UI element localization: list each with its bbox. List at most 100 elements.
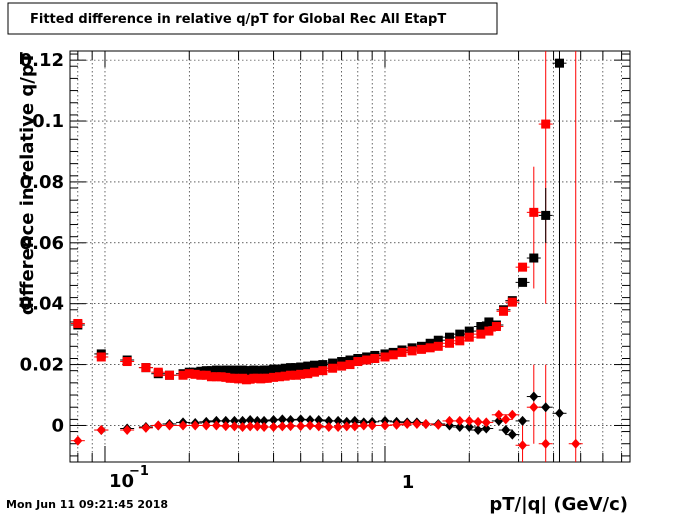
square-marker [425, 343, 435, 353]
square-marker [269, 372, 279, 382]
diamond-marker [324, 421, 334, 432]
square-marker [303, 361, 313, 371]
square-marker [303, 369, 313, 379]
diamond-marker [141, 422, 151, 433]
diamond-marker [445, 415, 455, 426]
square-marker [318, 366, 328, 376]
diamond-marker [333, 415, 343, 426]
y-tick-label: 0.02 [20, 355, 64, 376]
square-marker [388, 350, 398, 360]
square-marker [296, 362, 306, 372]
y-tick-labels: 0 0.02 0.04 0.06 0.08 0.1 0.12 [20, 50, 64, 436]
square-marker [476, 329, 486, 339]
diamond-marker [314, 421, 324, 432]
square-marker [345, 360, 355, 370]
diamond-marker [269, 421, 279, 432]
diamond-marker [494, 409, 504, 420]
diamond-marker [481, 423, 491, 434]
x-tick-label-exp: −1 [129, 464, 149, 479]
square-marker [190, 369, 200, 379]
square-marker [309, 367, 319, 377]
square-marker [201, 370, 211, 380]
diamond-marker [529, 402, 539, 413]
square-marker [216, 366, 226, 376]
diamond-marker [350, 415, 360, 426]
diamond-marker [122, 425, 132, 436]
diamond-marker [342, 421, 352, 432]
y-axis-label: difference in relative q/pT [17, 51, 38, 315]
diamond-marker [245, 414, 255, 425]
diamond-marker [314, 414, 324, 425]
square-marker [433, 341, 443, 351]
diamond-marker [473, 416, 483, 427]
diamond-marker [507, 429, 517, 440]
diamond-marker [221, 421, 231, 432]
diamond-marker [324, 415, 334, 426]
diamond-marker [252, 421, 262, 432]
diamond-marker [245, 421, 255, 432]
square-marker [216, 372, 226, 382]
square-marker [518, 277, 528, 287]
square-marker [141, 363, 151, 373]
square-marker [541, 119, 551, 129]
diamond-marker [178, 420, 188, 431]
square-marker [507, 297, 517, 307]
square-marker [518, 262, 528, 272]
diamond-marker [421, 418, 431, 429]
square-marker [122, 357, 132, 367]
axis-ticks [70, 51, 630, 462]
diamond-marker [296, 414, 306, 425]
square-marker [541, 210, 551, 220]
y-tick-label: 0 [51, 415, 64, 436]
diamond-marker [501, 414, 511, 425]
square-marker [433, 335, 443, 345]
square-marker [455, 329, 465, 339]
square-marker [445, 332, 455, 342]
square-marker [484, 317, 494, 327]
data-markers [70, 58, 583, 451]
diamond-marker [571, 438, 581, 449]
square-marker [184, 369, 194, 379]
diamond-marker [305, 420, 315, 431]
square-marker [498, 306, 508, 316]
y-tick-label: 0.04 [20, 294, 64, 315]
x-tick-label-base: 10 [109, 471, 134, 492]
diamond-marker [211, 420, 221, 431]
diamond-marker [464, 421, 474, 432]
square-marker [328, 363, 338, 373]
diamond-marker [367, 420, 377, 431]
square-marker [328, 358, 338, 368]
diamond-marker [269, 414, 279, 425]
square-marker [165, 370, 175, 380]
y-tick-label: 0.08 [20, 172, 64, 193]
square-marker [455, 336, 465, 346]
title-box [7, 2, 498, 35]
square-marker [353, 357, 363, 367]
square-marker [274, 364, 284, 374]
diamond-marker [296, 421, 306, 432]
diamond-marker [333, 421, 343, 432]
square-marker [362, 355, 372, 365]
diamond-marker [286, 421, 296, 432]
diamond-marker [392, 419, 402, 430]
square-marker [529, 253, 539, 263]
square-marker [291, 370, 301, 380]
square-marker [407, 346, 417, 356]
y-tick-label: 0.1 [32, 111, 64, 132]
square-marker [153, 367, 163, 377]
diamond-marker [554, 408, 564, 419]
diamond-marker [221, 415, 231, 426]
timestamp: Mon Jun 11 09:21:45 2018 [6, 498, 168, 511]
diamond-marker [201, 420, 211, 431]
square-marker [529, 207, 539, 217]
diamond-marker [305, 414, 315, 425]
square-marker [262, 373, 272, 383]
diamond-marker [473, 425, 483, 436]
diamond-marker [529, 391, 539, 402]
square-marker [296, 369, 306, 379]
square-marker [309, 360, 319, 370]
square-marker [380, 352, 390, 362]
square-marker [397, 347, 407, 357]
diamond-marker [518, 415, 528, 426]
